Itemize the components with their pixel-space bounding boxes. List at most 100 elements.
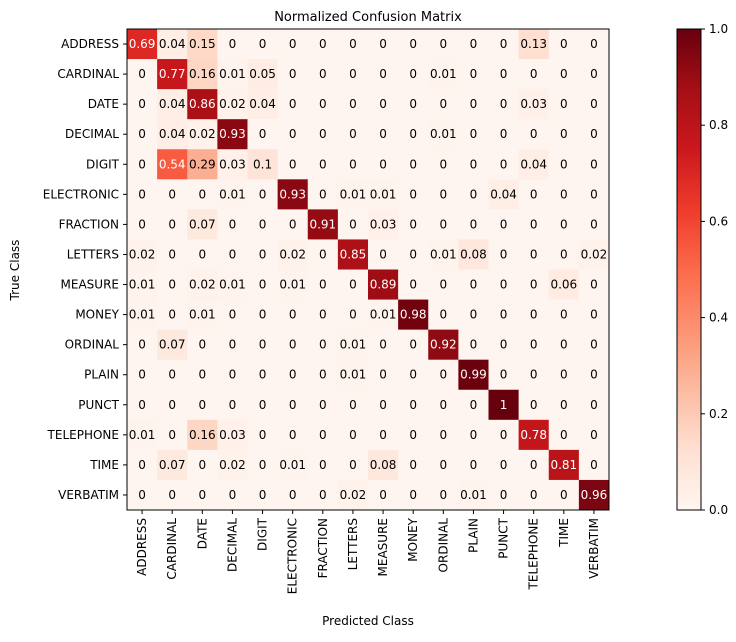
cell-value-label: 0 [168, 428, 176, 442]
colorbar-tick-label: 0.4 [709, 311, 728, 325]
cell-value-label: 0.01 [340, 368, 367, 382]
cell-value-label: 0.02 [189, 127, 216, 141]
heatmap-cell [428, 389, 459, 421]
heatmap-cell [368, 89, 399, 120]
cell-value-label: 0 [470, 338, 478, 352]
cell-value-label: 0 [379, 398, 387, 412]
heatmap-cell [398, 269, 429, 300]
y-tick-label: DECIMAL [65, 127, 119, 141]
cell-value-label: 0 [500, 37, 508, 51]
heatmap-cell [187, 239, 218, 270]
heatmap-cell [458, 59, 489, 90]
cell-value-label: 0 [590, 428, 598, 442]
heatmap-cell [368, 359, 399, 391]
heatmap-cell [157, 329, 188, 361]
cell-value-label: 0 [500, 157, 508, 171]
x-axis-label: Predicted Class [322, 614, 414, 628]
heatmap-cell [548, 149, 580, 180]
heatmap-cell [578, 269, 610, 300]
cell-value-label: 0 [259, 428, 267, 442]
heatmap-cell [307, 239, 339, 270]
heatmap-cell [217, 479, 248, 511]
cell-value-label: 0 [590, 338, 598, 352]
cell-value-label: 0 [319, 37, 327, 51]
cell-value-label: 0 [349, 97, 357, 111]
heatmap-cell [277, 149, 309, 180]
heatmap-cell [458, 299, 489, 331]
cell-value-label: 0.03 [520, 97, 547, 111]
heatmap-cell [337, 239, 369, 270]
x-tick-label: ADDRESS [135, 518, 149, 576]
cell-value-label: 0 [319, 278, 327, 292]
heatmap-cell [398, 179, 429, 210]
cell-value-label: 0.03 [219, 157, 246, 171]
heatmap-cell [157, 449, 188, 481]
cell-value-label: 0 [500, 97, 508, 111]
heatmap-cell [368, 389, 399, 421]
cell-value-label: 0 [319, 247, 327, 261]
heatmap-cell [277, 479, 309, 511]
cell-value-label: 0 [259, 398, 267, 412]
cell-value-label: 0 [319, 127, 327, 141]
heatmap-cell [277, 209, 309, 240]
heatmap-cell [488, 209, 520, 240]
heatmap-cell [247, 89, 279, 120]
cell-value-label: 0.29 [189, 157, 216, 171]
heatmap-cell [247, 359, 279, 391]
cell-value-label: 0 [229, 37, 237, 51]
heatmap-cell [548, 449, 580, 481]
x-tick-label: VERBATIM [587, 518, 601, 579]
cell-value-label: 0.01 [340, 187, 367, 201]
cell-value-label: 0 [379, 127, 387, 141]
heatmap-cell [548, 269, 580, 300]
heatmap-cell [458, 239, 489, 270]
heatmap-cell [488, 299, 520, 331]
heatmap-cell [307, 209, 339, 240]
heatmap-cell [518, 299, 550, 331]
cell-value-label: 0.07 [189, 217, 216, 231]
cell-value-label: 0 [229, 217, 237, 231]
heatmap-cell [337, 389, 369, 421]
cell-value-label: 0.91 [309, 217, 336, 231]
heatmap-cell [518, 149, 550, 180]
cell-value-label: 0.85 [340, 247, 367, 261]
cell-value-label: 0 [289, 398, 297, 412]
heatmap-cell [337, 359, 369, 391]
cell-value-label: 0.03 [370, 217, 397, 231]
cell-value-label: 0 [319, 157, 327, 171]
heatmap-cell [548, 359, 580, 391]
heatmap-cell [368, 239, 399, 270]
cell-value-label: 0 [319, 428, 327, 442]
heatmap-cell [518, 89, 550, 120]
x-axis-ticks: ADDRESS CARDINAL DATE DECIMAL DIGIT ELECTRONI… [135, 510, 601, 594]
cell-value-label: 0 [590, 97, 598, 111]
heatmap-cell [488, 389, 520, 421]
cell-value-label: 0 [439, 217, 447, 231]
heatmap-cell [277, 59, 309, 90]
heatmap-cell [548, 179, 580, 210]
cell-value-label: 0.01 [129, 308, 156, 322]
heatmap-cell [548, 59, 580, 90]
x-tick-label: FRACTION [316, 518, 330, 578]
cell-value-label: 0 [409, 428, 417, 442]
y-tick-label: DIGIT [86, 157, 120, 171]
heatmap-cell [337, 479, 369, 511]
cell-value-label: 0 [470, 428, 478, 442]
y-tick-label: FRACTION [59, 217, 119, 231]
cell-value-label: 0 [379, 67, 387, 81]
cell-value-label: 0 [470, 157, 478, 171]
cell-value-label: 0.01 [370, 187, 397, 201]
heatmap-cell [157, 479, 188, 511]
cell-value-label: 0 [590, 458, 598, 472]
cell-value-label: 1 [500, 398, 508, 412]
cell-value-label: 0 [349, 458, 357, 472]
cell-value-label: 0 [560, 398, 568, 412]
x-tick-label: DATE [195, 518, 209, 549]
heatmap-cell [428, 419, 459, 451]
heatmap-cell [157, 119, 188, 150]
cell-value-label: 0 [138, 398, 146, 412]
heatmap-cell [127, 269, 158, 300]
heatmap-cell [518, 239, 550, 270]
heatmap-cell [127, 89, 158, 120]
